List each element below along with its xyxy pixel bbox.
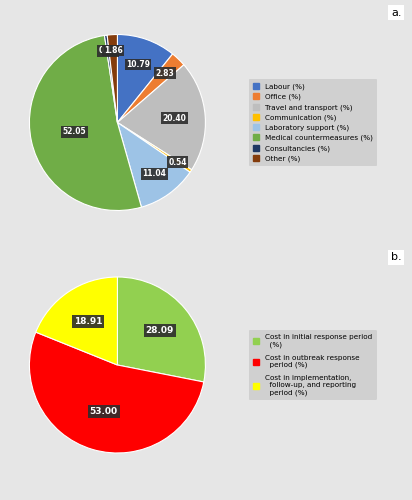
Wedge shape bbox=[117, 122, 192, 172]
Text: 11.04: 11.04 bbox=[143, 170, 166, 178]
Wedge shape bbox=[36, 277, 117, 365]
Wedge shape bbox=[107, 34, 117, 122]
Text: 10.79: 10.79 bbox=[126, 60, 150, 69]
Text: 28.09: 28.09 bbox=[145, 326, 174, 335]
Wedge shape bbox=[105, 35, 117, 122]
Text: 52.05: 52.05 bbox=[63, 128, 86, 136]
Wedge shape bbox=[117, 277, 206, 382]
Wedge shape bbox=[117, 34, 173, 122]
Wedge shape bbox=[29, 332, 204, 453]
Wedge shape bbox=[117, 122, 190, 207]
Text: 53.00: 53.00 bbox=[89, 407, 118, 416]
Text: 20.40: 20.40 bbox=[162, 114, 186, 123]
Text: 0.54: 0.54 bbox=[169, 158, 187, 167]
Text: b.: b. bbox=[391, 252, 402, 262]
Legend: Cost in initial response period
  (%), Cost in outbreak response
  period (%), C: Cost in initial response period (%), Cos… bbox=[248, 330, 377, 400]
Legend: Labour (%), Office (%), Travel and transport (%), Communication (%), Laboratory : Labour (%), Office (%), Travel and trans… bbox=[248, 79, 377, 166]
Text: 18.91: 18.91 bbox=[74, 316, 102, 326]
Wedge shape bbox=[29, 36, 141, 210]
Text: 2.83: 2.83 bbox=[156, 68, 174, 78]
Text: 0.49: 0.49 bbox=[98, 46, 117, 56]
Wedge shape bbox=[117, 54, 184, 122]
Wedge shape bbox=[117, 65, 206, 170]
Text: a.: a. bbox=[391, 8, 402, 18]
Text: 1.86: 1.86 bbox=[104, 46, 123, 55]
